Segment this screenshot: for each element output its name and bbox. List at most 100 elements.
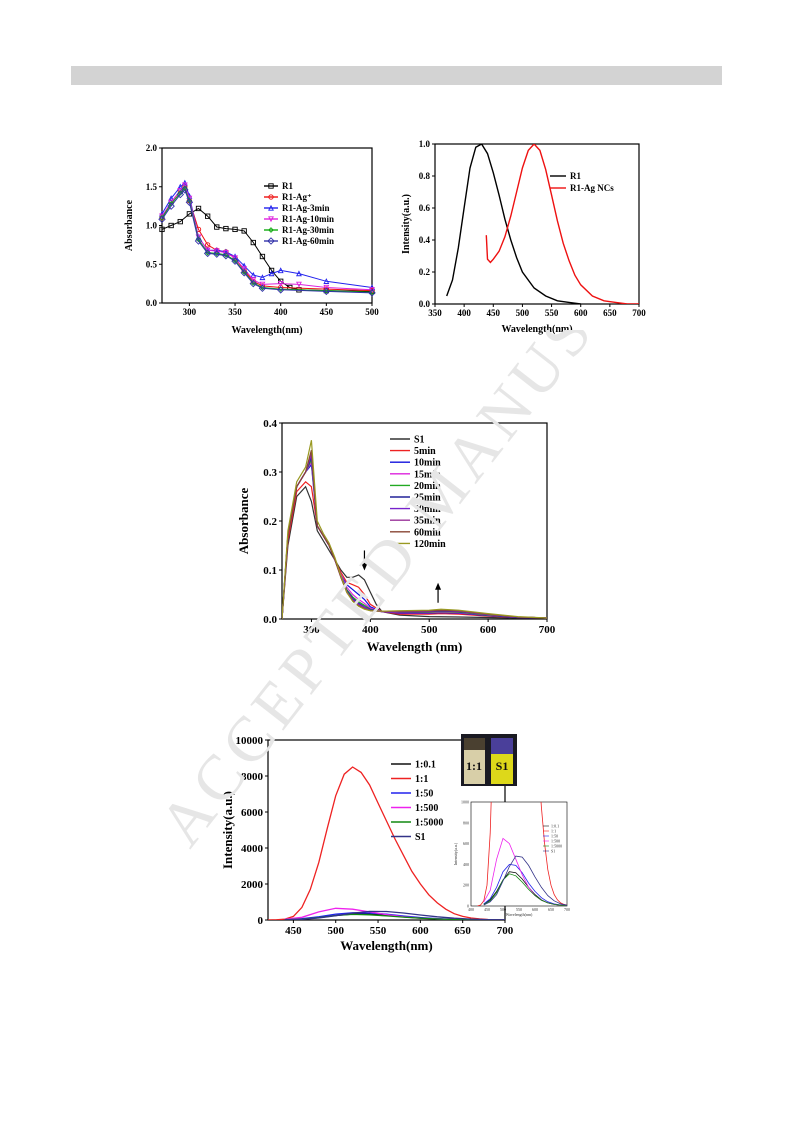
- legend-label: R1-Ag-30min: [282, 225, 334, 235]
- series-point: [232, 255, 238, 262]
- x-tick-label: 350: [428, 308, 442, 318]
- series-point: [296, 270, 302, 277]
- legend-label: 35min: [414, 516, 441, 527]
- x-tick-label: 700: [539, 624, 556, 636]
- x-axis-label: Wavelength (nm): [367, 639, 463, 654]
- series-line-R1-Ag-30min: [162, 187, 372, 293]
- series-point: [214, 224, 220, 230]
- x-tick-label: 450: [285, 925, 302, 937]
- series-point: [250, 239, 256, 246]
- y-tick-label: 8000: [241, 771, 264, 783]
- series-point: [240, 269, 248, 277]
- vial-label: 1:1: [466, 759, 482, 773]
- series-point: [195, 205, 202, 212]
- y-tick-label: 2000: [241, 879, 264, 891]
- x-tick-label: 400: [274, 307, 288, 317]
- series-point: [213, 248, 220, 255]
- y-axis-label: Intensity(a.u.): [221, 791, 235, 869]
- legend-label: R1-Ag NCs: [570, 183, 614, 193]
- figure-c-panel: 300 400 500 600 700 0.0 0.1 0.2 0.3 0.4 Wavelength…: [234, 405, 562, 663]
- y-tick-label: 0: [258, 915, 264, 927]
- series-line-1:1: [268, 766, 505, 920]
- series-point: [268, 267, 275, 274]
- y-tick-label: 0.2: [419, 267, 431, 277]
- series-point: [232, 226, 238, 233]
- series-point: [177, 183, 184, 190]
- inset-y-tick: 600: [463, 841, 469, 846]
- legend-label: 20min: [414, 481, 441, 492]
- y-tick-label: 4000: [241, 843, 264, 855]
- x-tick-label: 650: [454, 925, 471, 937]
- x-tick-label: 500: [421, 624, 438, 636]
- legend-label: 10min: [414, 458, 441, 469]
- series-point: [322, 287, 331, 296]
- inset-x-tick: 500: [500, 907, 506, 912]
- inset-legend-label: 1:0.1: [551, 823, 559, 828]
- absorbance-chart-a: 300 350 400 450 500 0.0 0.5 1.0 1.5 2.0 Wavelength…: [124, 143, 379, 336]
- x-tick-label: 600: [412, 925, 429, 937]
- y-tick-label: 0.3: [263, 467, 277, 479]
- x-tick-label: 500: [516, 308, 530, 318]
- legend-label: S1: [414, 435, 425, 446]
- legend-label: 1:1: [415, 774, 428, 785]
- y-tick-label: 0.4: [263, 418, 277, 430]
- series-line-R1-Ag-60min: [162, 188, 372, 294]
- legend-marker: [268, 194, 274, 200]
- legend-label: S1: [415, 832, 426, 843]
- figure-b-panel: 350 400 450 500 550 600 650 700 0.0 0.2 0.4 0.6 0.8 1…: [400, 128, 652, 340]
- series-point: [259, 253, 266, 260]
- series-point: [181, 186, 189, 194]
- inset-legend-label: 1:1: [551, 828, 556, 833]
- x-axis-label: Wavelength(nm): [340, 938, 432, 953]
- series-point: [168, 222, 174, 229]
- inset-x-tick: 600: [532, 907, 538, 912]
- inset-legend-label: S1: [551, 848, 555, 853]
- series-line-S1: [282, 485, 547, 619]
- legend-label: 15min: [414, 469, 441, 480]
- legend-label: 1:5000: [415, 818, 443, 829]
- series-point: [323, 284, 330, 291]
- x-tick-label: 700: [497, 925, 514, 937]
- series-point: [368, 289, 376, 297]
- inset-series-line: [483, 873, 567, 906]
- y-tick-label: 1.0: [146, 221, 158, 231]
- x-tick-label: 550: [370, 925, 387, 937]
- inset-y-tick: 800: [463, 820, 469, 825]
- inset-frame: [470, 801, 568, 907]
- x-tick-label: 450: [320, 307, 334, 317]
- series-point: [296, 281, 302, 288]
- x-tick-label: 550: [545, 308, 559, 318]
- legend-marker: [268, 227, 274, 233]
- x-tick-label: 650: [603, 308, 617, 318]
- series-point: [205, 242, 211, 248]
- y-tick-label: 0.8: [419, 171, 431, 181]
- inset-y-tick: 1000: [461, 800, 469, 805]
- vial-label: S1: [496, 759, 509, 773]
- legend-label: 120min: [414, 539, 446, 550]
- y-tick-label: 2.0: [146, 143, 158, 153]
- series-point: [213, 250, 221, 258]
- intensity-chart-d: 450 500 550 600 650 7000200040006000800010000…: [220, 734, 570, 953]
- inset-x-tick: 650: [548, 907, 554, 912]
- series-point: [167, 202, 175, 210]
- series-point: [222, 249, 229, 256]
- series-point: [186, 211, 193, 217]
- series-line-R1-Ag-10min: [162, 184, 372, 291]
- a-plot-frame: [161, 147, 373, 304]
- y-axis-label: Absorbance: [236, 488, 251, 555]
- inset-x-tick: 700: [564, 907, 570, 912]
- y-tick-label: 0.4: [419, 235, 431, 245]
- series-point: [168, 195, 175, 202]
- y-axis-label: Intensity(a.u.): [401, 194, 412, 254]
- x-tick-label: 400: [457, 308, 471, 318]
- series-point: [177, 187, 184, 194]
- b-plot-frame: [434, 143, 640, 305]
- series-point: [276, 286, 285, 294]
- series-line-R1: [446, 144, 581, 304]
- y-axis-label: Absorbance: [124, 199, 135, 251]
- legend-label: 1:0.1: [415, 760, 436, 771]
- legend-label: 1:50: [415, 789, 433, 800]
- series-point: [259, 281, 266, 288]
- legend-label: 60min: [414, 527, 441, 538]
- y-tick-label: 0.1: [263, 565, 277, 577]
